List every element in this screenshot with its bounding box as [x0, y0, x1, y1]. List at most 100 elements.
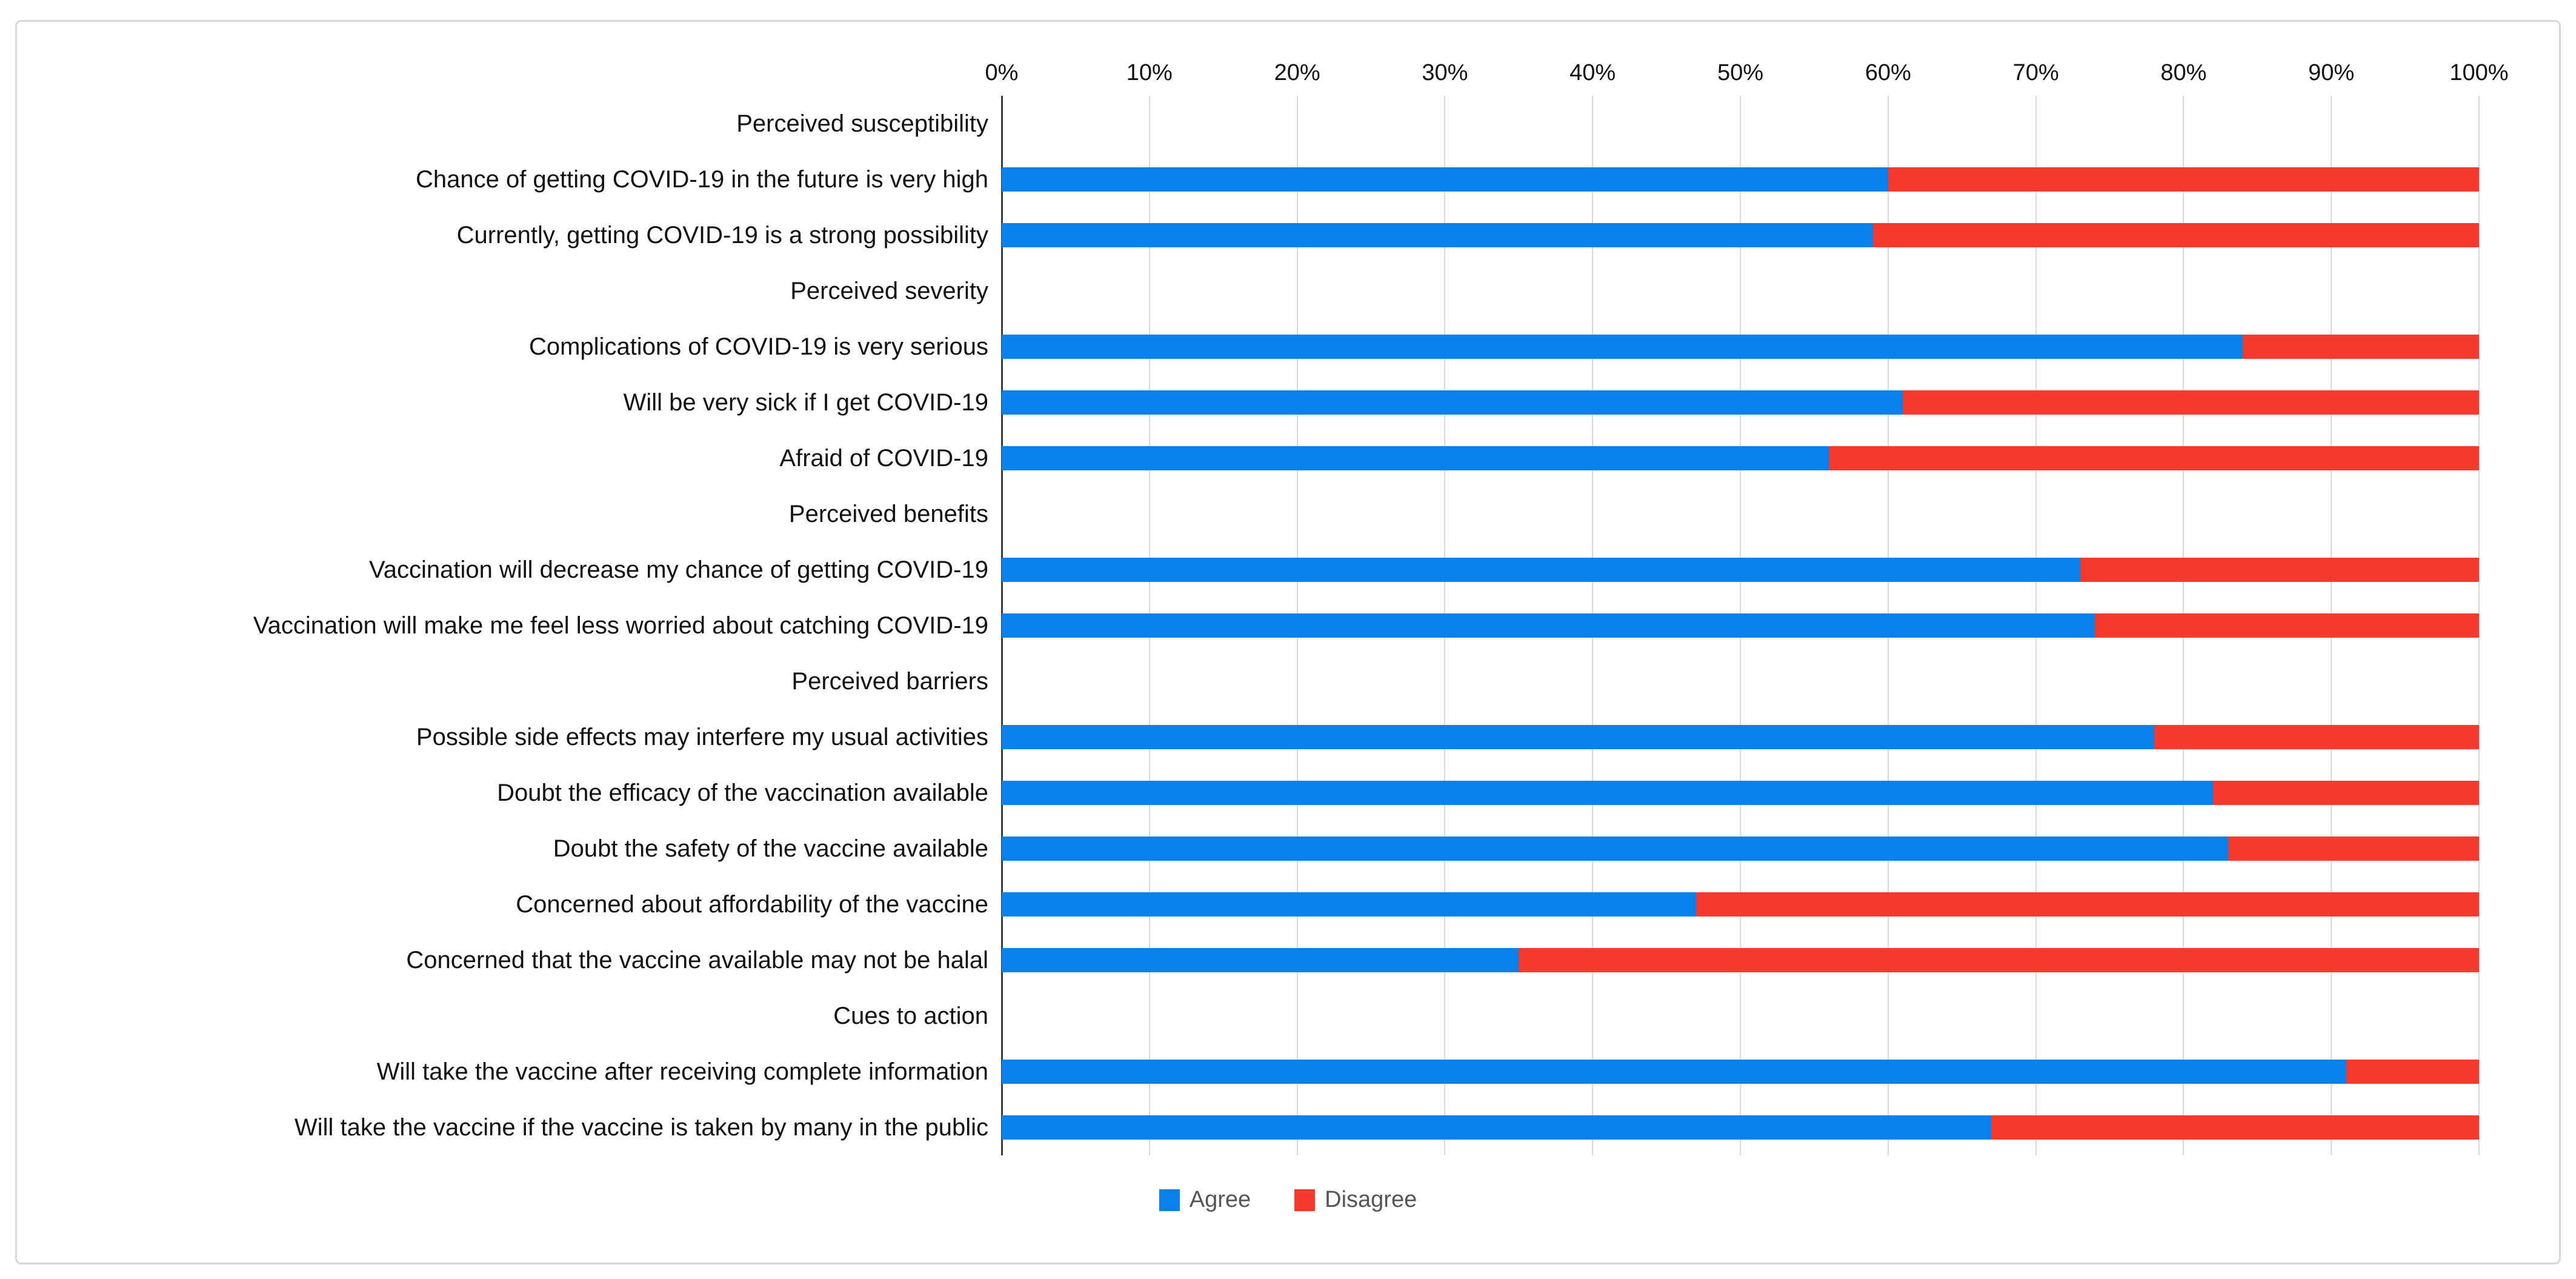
chart-row: Concerned that the vaccine available may…	[17, 932, 2559, 988]
bar-track	[1002, 279, 2479, 303]
bar-label: Doubt the safety of the vaccine availabl…	[553, 835, 988, 862]
x-axis-tick-label: 100%	[2449, 60, 2509, 85]
chart-row: Concerned about affordability of the vac…	[17, 877, 2559, 932]
disagree-swatch-icon	[1294, 1189, 1316, 1211]
chart-row: Will be very sick if I get COVID-19	[17, 375, 2559, 430]
legend-item-disagree: Disagree	[1294, 1187, 1417, 1213]
legend-label-disagree: Disagree	[1325, 1187, 1417, 1212]
bar-agree-segment	[1002, 390, 1903, 415]
bar-label: Currently, getting COVID-19 is a strong …	[456, 222, 988, 249]
bar-track	[1002, 223, 2479, 247]
bar-label: Concerned that the vaccine available may…	[406, 947, 988, 973]
bar-disagree-segment	[1888, 167, 2479, 192]
bar-agree-segment	[1002, 1060, 2346, 1084]
bar-disagree-segment	[2080, 558, 2479, 582]
bar-disagree-segment	[1873, 223, 2479, 247]
chart-row: Doubt the efficacy of the vaccination av…	[17, 765, 2559, 821]
bar-track	[1002, 335, 2479, 359]
bar-disagree-segment	[1991, 1115, 2479, 1140]
bar-track	[1002, 390, 2479, 415]
bar-agree-segment	[1002, 613, 2095, 638]
stacked-bar-chart: 0% 10% 20% 30% 40% 50% 60% 70% 80% 90% 100% Percei…	[17, 22, 2559, 1263]
section-header-row: Cues to action	[17, 988, 2559, 1044]
bar-track	[1002, 837, 2479, 861]
bar-label: Will take the vaccine after receiving co…	[376, 1058, 988, 1085]
x-axis-tick-label: 70%	[2012, 60, 2059, 85]
bar-track	[1002, 167, 2479, 192]
bar-agree-segment	[1002, 725, 2154, 749]
chart-row: Chance of getting COVID-19 in the future…	[17, 152, 2559, 207]
bar-disagree-segment	[2346, 1060, 2479, 1084]
bar-disagree-segment	[2154, 725, 2479, 749]
x-axis-tick-label: 20%	[1274, 60, 1320, 85]
x-axis-tick-label: 10%	[1126, 60, 1173, 85]
bar-label: Chance of getting COVID-19 in the future…	[416, 166, 988, 193]
section-header-row: Perceived severity	[17, 263, 2559, 319]
bar-agree-segment	[1002, 1115, 1992, 1140]
section-header-label: Perceived susceptibility	[736, 110, 988, 137]
chart-card: 0% 10% 20% 30% 40% 50% 60% 70% 80% 90% 100% Percei…	[15, 20, 2561, 1264]
section-header-row: Perceived barriers	[17, 653, 2559, 709]
bar-agree-segment	[1002, 223, 1874, 247]
bar-track	[1002, 948, 2479, 972]
x-axis-tick-label: 60%	[1865, 60, 1911, 85]
bar-disagree-segment	[1519, 948, 2479, 972]
chart-row: Afraid of COVID-19	[17, 430, 2559, 486]
bar-disagree-segment	[1829, 446, 2479, 470]
bar-disagree-segment	[1696, 892, 2479, 917]
x-axis-tick-label: 40%	[1569, 60, 1616, 85]
bar-disagree-segment	[2242, 335, 2479, 359]
legend: Agree Disagree	[17, 1187, 2559, 1213]
bar-track	[1002, 613, 2479, 638]
x-axis-tick-label: 90%	[2308, 60, 2355, 85]
legend-label-agree: Agree	[1189, 1187, 1251, 1212]
bar-track	[1002, 669, 2479, 693]
x-axis-tick-label: 0%	[985, 60, 1019, 85]
bar-agree-segment	[1002, 446, 1829, 470]
bar-agree-segment	[1002, 892, 1696, 917]
x-axis-tick-label: 30%	[1422, 60, 1468, 85]
bar-track	[1002, 781, 2479, 805]
chart-row: Will take the vaccine after receiving co…	[17, 1044, 2559, 1100]
chart-row: Vaccination will make me feel less worri…	[17, 598, 2559, 653]
bar-label: Will be very sick if I get COVID-19	[623, 389, 988, 416]
bar-disagree-segment	[2213, 781, 2479, 805]
bar-track	[1002, 558, 2479, 582]
bar-disagree-segment	[1903, 390, 2479, 415]
bar-disagree-segment	[2095, 613, 2479, 638]
bar-agree-segment	[1002, 335, 2243, 359]
section-header-label: Cues to action	[833, 1003, 988, 1029]
bar-agree-segment	[1002, 948, 1519, 972]
chart-row: Currently, getting COVID-19 is a strong …	[17, 207, 2559, 263]
bar-track	[1002, 892, 2479, 917]
bar-track	[1002, 446, 2479, 470]
bar-track	[1002, 725, 2479, 749]
bar-agree-segment	[1002, 558, 2080, 582]
bar-agree-segment	[1002, 837, 2228, 861]
bar-label: Possible side effects may interfere my u…	[416, 724, 988, 750]
bar-track	[1002, 502, 2479, 526]
chart-row: Doubt the safety of the vaccine availabl…	[17, 821, 2559, 877]
x-axis: 0% 10% 20% 30% 40% 50% 60% 70% 80% 90% 100%	[17, 22, 2559, 96]
bar-label: Afraid of COVID-19	[779, 445, 988, 472]
bar-agree-segment	[1002, 781, 2214, 805]
bar-label: Doubt the efficacy of the vaccination av…	[497, 780, 988, 806]
bar-agree-segment	[1002, 167, 1888, 192]
section-header-row: Perceived susceptibility	[17, 96, 2559, 152]
section-header-label: Perceived benefits	[788, 501, 988, 527]
section-header-row: Perceived benefits	[17, 486, 2559, 542]
legend-item-agree: Agree	[1159, 1187, 1251, 1213]
x-axis-tick-label: 50%	[1717, 60, 1764, 85]
bar-track	[1002, 1060, 2479, 1084]
bar-label: Vaccination will decrease my chance of g…	[369, 556, 988, 583]
chart-row: Possible side effects may interfere my u…	[17, 709, 2559, 765]
section-header-label: Perceived severity	[790, 278, 988, 304]
bar-track	[1002, 112, 2479, 136]
chart-row: Will take the vaccine if the vaccine is …	[17, 1100, 2559, 1155]
x-axis-tick-label: 80%	[2160, 60, 2207, 85]
bar-label: Concerned about affordability of the vac…	[516, 891, 988, 918]
section-header-label: Perceived barriers	[791, 668, 988, 695]
chart-row: Complications of COVID-19 is very seriou…	[17, 319, 2559, 375]
chart-row: Vaccination will decrease my chance of g…	[17, 542, 2559, 598]
agree-swatch-icon	[1159, 1189, 1180, 1211]
